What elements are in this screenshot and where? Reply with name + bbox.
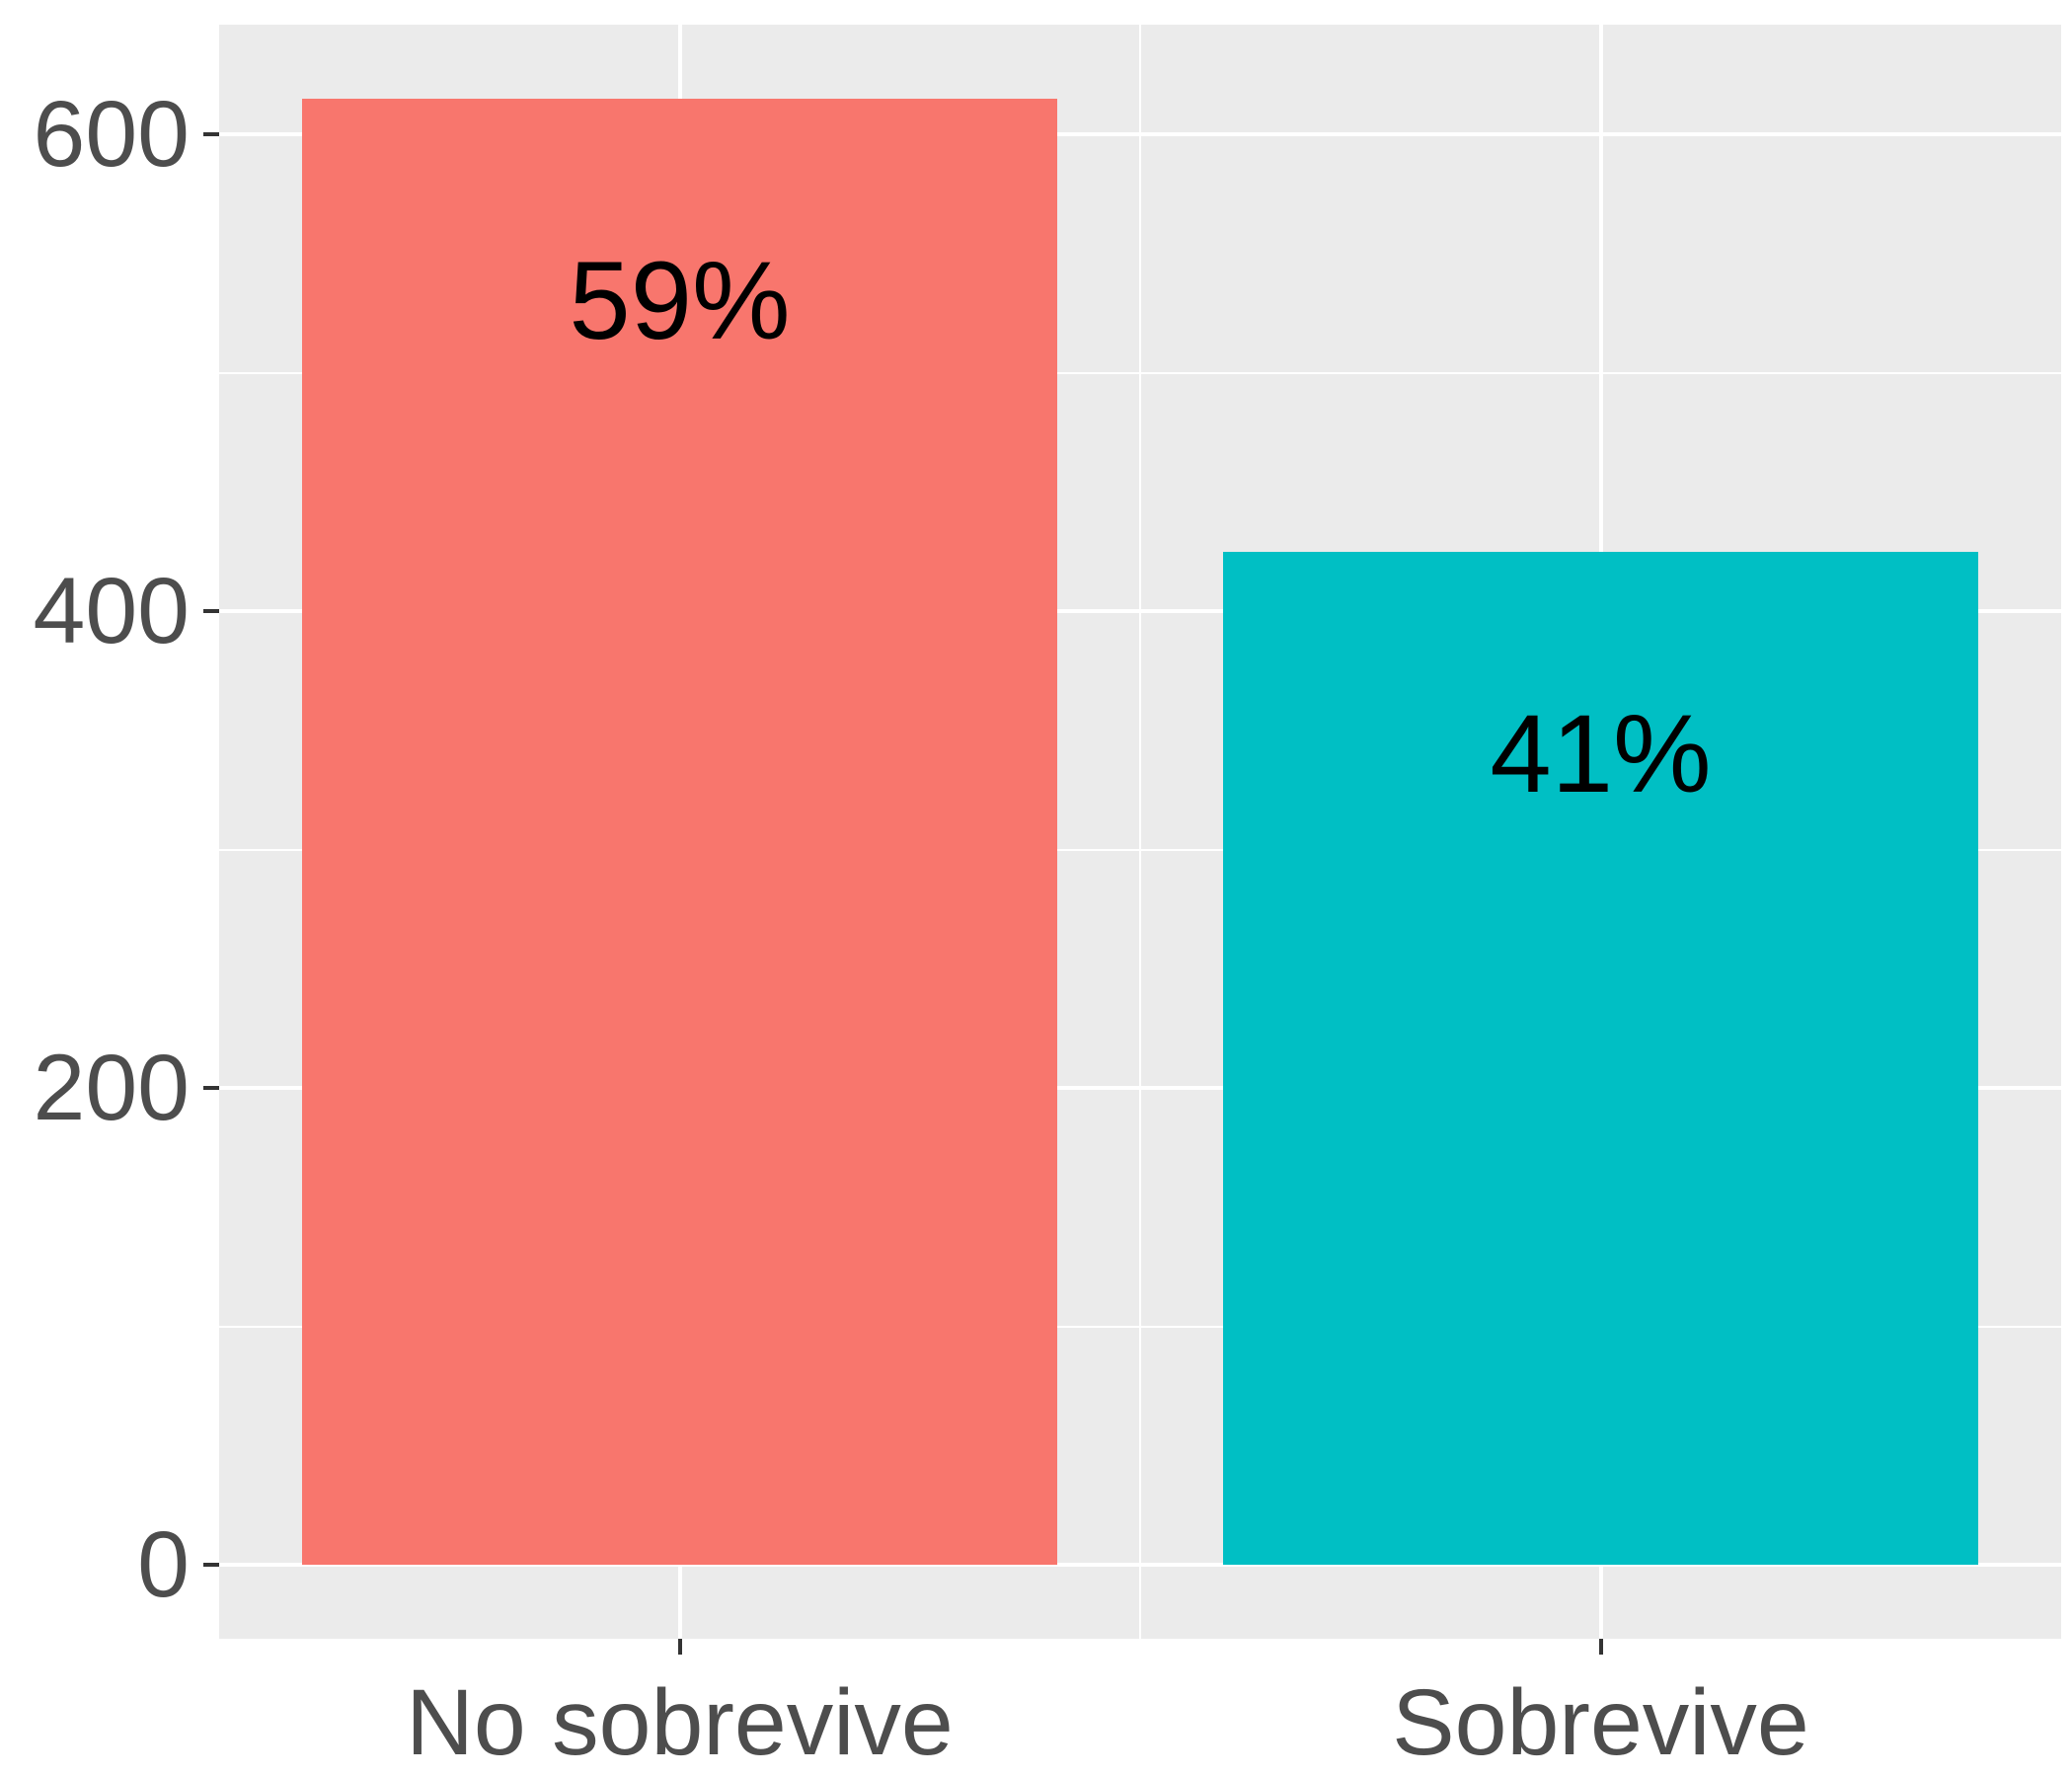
plot-panel: 59% 41% [219,25,2061,1639]
x-tick-mark [1598,1639,1603,1655]
y-tick-label: 600 [33,82,190,188]
y-tick-label: 400 [33,559,190,664]
y-tick-mark [203,1086,219,1091]
gridline-major-horizontal [219,1563,2061,1568]
x-tick-mark [677,1639,682,1655]
gridline-major-horizontal [219,609,2061,614]
y-tick-label: 200 [33,1036,190,1141]
x-category-label: Sobrevive [1392,1670,1809,1775]
y-tick-label: 0 [137,1512,190,1618]
bar-value-label: 41% [1490,691,1712,815]
gridline-major-horizontal [219,1086,2061,1091]
bar-value-label: 59% [569,238,791,362]
y-tick-mark [203,132,219,137]
gridline-minor-vertical [1139,25,1141,1639]
x-category-label: No sobrevive [406,1670,954,1775]
bar: 41% [1222,551,1979,1566]
gridline-major-horizontal [219,132,2061,137]
y-tick-mark [203,1563,219,1568]
bar: 59% [301,98,1058,1566]
y-tick-mark [203,609,219,614]
